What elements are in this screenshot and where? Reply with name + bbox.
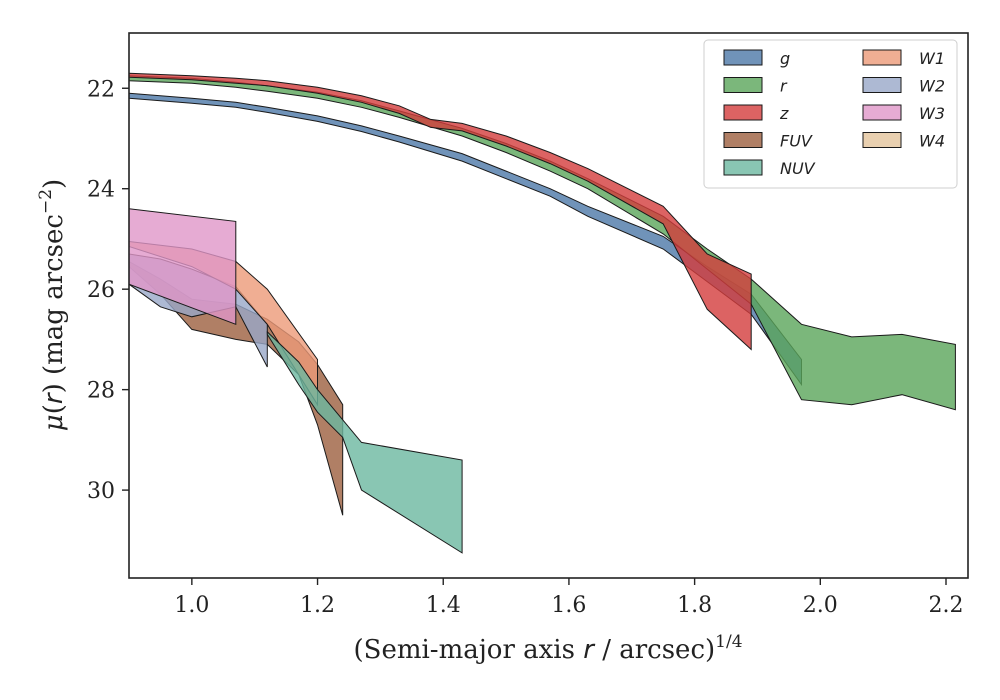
- y-axis-label: μ(r) (mag arcsec−2): [36, 179, 69, 431]
- y-tick-label: 30: [87, 479, 115, 504]
- legend-swatch: [723, 159, 763, 176]
- legend-label: g: [780, 49, 790, 68]
- x-tick-label: 2.2: [929, 593, 964, 618]
- plot-frame: [128, 32, 969, 579]
- y-tick-label: 22: [87, 77, 115, 102]
- legend-swatch: [723, 132, 763, 148]
- legend-item-w3: W3: [862, 104, 945, 123]
- legend-label: r: [780, 77, 788, 96]
- legend-label: W2: [919, 77, 945, 96]
- legend-item-fuv: FUV: [723, 132, 813, 151]
- y-tick-label: 28: [87, 379, 115, 404]
- legend-swatch: [723, 49, 763, 66]
- x-tick-label: 1.2: [300, 593, 335, 618]
- y-tick-label: 26: [87, 278, 115, 303]
- band-nuv: [266, 330, 463, 554]
- band-z: [129, 72, 752, 351]
- legend-swatch: [862, 77, 902, 93]
- legend-swatch: [862, 49, 902, 66]
- legend-item-nuv: NUV: [723, 159, 816, 178]
- legend-label: W3: [919, 104, 945, 123]
- band-w3: [129, 208, 237, 326]
- legend-swatch: [723, 77, 763, 93]
- x-tick-label: 1.0: [174, 593, 209, 618]
- legend-label: z: [779, 104, 789, 123]
- x-tick-label: 2.0: [803, 593, 838, 618]
- x-tick-label: 1.8: [677, 593, 712, 618]
- legend: grz FUV NUV W1 W2 W3 W4: [703, 39, 958, 189]
- legend-item-z: z: [723, 104, 789, 123]
- legend-item-r: r: [723, 77, 788, 96]
- y-axis: 22 24 26 28 30: [87, 77, 129, 504]
- x-axis-label: (Semi-major axis r / arcsec)1/4: [353, 632, 742, 665]
- x-tick-label: 1.4: [426, 593, 461, 618]
- x-axis: 1.0 1.2 1.4 1.6 1.8 2.0 2.2: [174, 578, 964, 618]
- legend-label: FUV: [780, 132, 813, 151]
- legend-item-w2: W2: [862, 77, 945, 96]
- x-tick-label: 1.6: [551, 593, 586, 618]
- legend-label: W1: [919, 49, 945, 68]
- legend-swatch: [723, 104, 763, 121]
- legend-item-w1: W1: [862, 49, 945, 68]
- y-tick-label: 24: [87, 178, 115, 203]
- legend-item-g: g: [723, 49, 790, 68]
- legend-label: NUV: [780, 159, 816, 178]
- legend-label: W4: [919, 132, 945, 151]
- legend-item-w4: W4: [862, 132, 945, 151]
- legend-swatch: [862, 132, 902, 148]
- legend-swatch: [862, 104, 902, 121]
- bands-layer: [129, 72, 956, 554]
